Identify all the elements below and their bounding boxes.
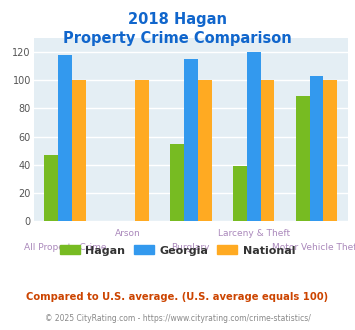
Bar — [310, 76, 323, 221]
Bar — [296, 96, 310, 221]
Legend: Hagan, Georgia, National: Hagan, Georgia, National — [55, 241, 300, 260]
Bar — [198, 80, 212, 221]
Bar — [261, 80, 274, 221]
Bar — [58, 55, 72, 221]
Text: Larceny & Theft: Larceny & Theft — [218, 229, 290, 238]
Text: All Property Crime: All Property Crime — [24, 243, 106, 251]
Bar — [72, 80, 86, 221]
Bar — [184, 59, 198, 221]
Text: Burglary: Burglary — [171, 243, 210, 251]
Text: Property Crime Comparison: Property Crime Comparison — [63, 31, 292, 46]
Bar — [247, 52, 261, 221]
Bar — [323, 80, 337, 221]
Text: © 2025 CityRating.com - https://www.cityrating.com/crime-statistics/: © 2025 CityRating.com - https://www.city… — [45, 314, 310, 323]
Text: 2018 Hagan: 2018 Hagan — [128, 12, 227, 26]
Bar — [233, 166, 247, 221]
Text: Motor Vehicle Theft: Motor Vehicle Theft — [273, 243, 355, 251]
Bar — [44, 155, 58, 221]
Text: Arson: Arson — [115, 229, 141, 238]
Bar — [170, 144, 184, 221]
Text: Compared to U.S. average. (U.S. average equals 100): Compared to U.S. average. (U.S. average … — [26, 292, 329, 302]
Bar — [135, 80, 149, 221]
